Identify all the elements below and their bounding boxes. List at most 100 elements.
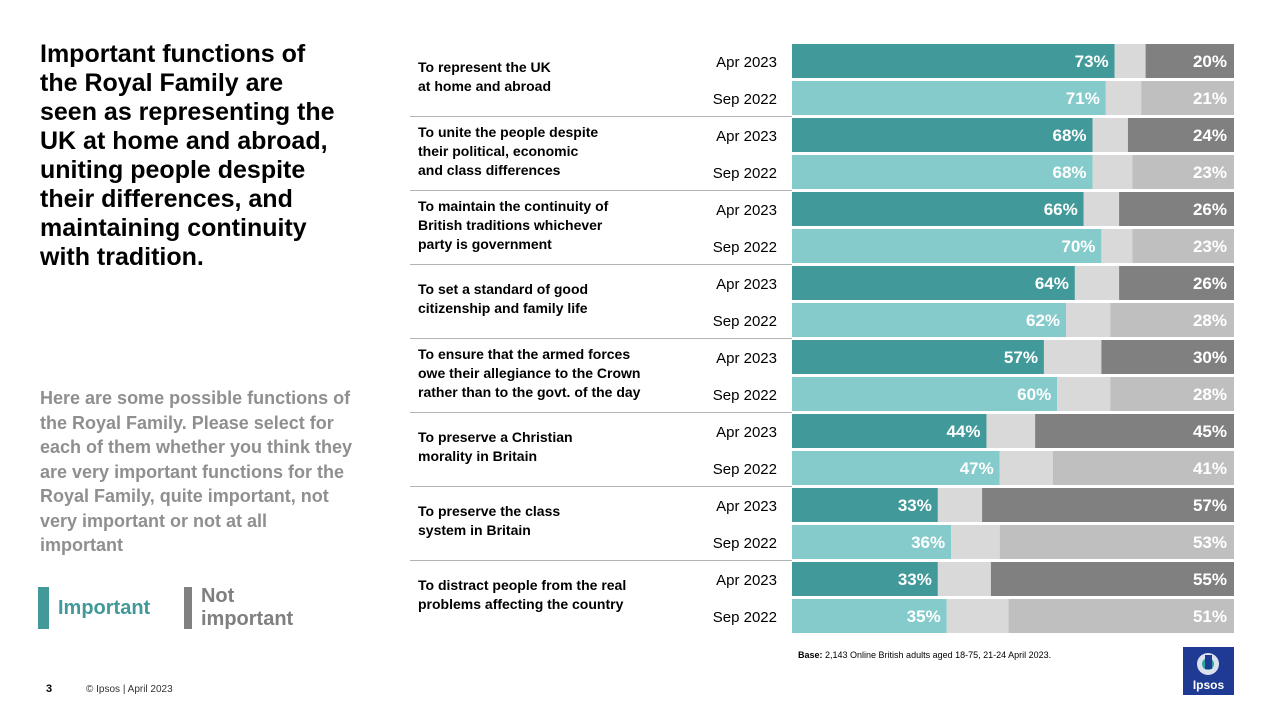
- bar-not-important: [1008, 599, 1234, 633]
- category-label: To preserve a Christian morality in Brit…: [418, 429, 573, 464]
- wave-label: Sep 2022: [713, 313, 777, 330]
- bar-middle: [937, 562, 991, 596]
- value-label-not-important: 20%: [1193, 52, 1227, 71]
- wave-label: Apr 2023: [716, 350, 777, 367]
- bar-not-important: [1132, 155, 1234, 189]
- value-label-important: 70%: [1061, 237, 1095, 256]
- bar-not-important: [1119, 192, 1234, 226]
- category-label: To maintain the continuity of British tr…: [418, 197, 609, 252]
- bar-middle: [999, 451, 1053, 485]
- base-text: 2,143 Online British adults aged 18-75, …: [822, 650, 1052, 660]
- bar-not-important: [1119, 266, 1234, 300]
- bar-middle: [1105, 81, 1142, 115]
- bar-important: [792, 192, 1084, 226]
- value-label-important: 73%: [1075, 52, 1109, 71]
- bar-not-important: [1141, 81, 1234, 115]
- value-label-important: 33%: [898, 496, 932, 515]
- bar-middle: [1083, 192, 1120, 226]
- bar-important: [792, 44, 1115, 78]
- copyright: © Ipsos | April 2023: [86, 684, 173, 695]
- bar-important: [792, 451, 1000, 485]
- wave-label: Sep 2022: [713, 165, 777, 182]
- wave-label: Sep 2022: [713, 609, 777, 626]
- wave-label: Sep 2022: [713, 461, 777, 478]
- bar-important: [792, 488, 938, 522]
- bar-middle: [946, 599, 1009, 633]
- bar-middle: [1057, 377, 1111, 411]
- bar-important: [792, 303, 1067, 337]
- bar-important: [792, 340, 1044, 374]
- value-label-important: 71%: [1066, 89, 1100, 108]
- wave-label: Apr 2023: [716, 276, 777, 293]
- value-label-not-important: 41%: [1193, 459, 1227, 478]
- legend-label-important: Important: [58, 596, 151, 619]
- base-label: Base:: [798, 650, 823, 660]
- legend-label-not-important: Not important: [200, 585, 294, 630]
- value-label-important: 44%: [946, 422, 980, 441]
- bar-not-important: [1052, 451, 1234, 485]
- ipsos-logo: Ipsos: [1183, 647, 1234, 695]
- bar-important: [792, 562, 938, 596]
- bar-important: [792, 266, 1075, 300]
- wave-label: Sep 2022: [713, 239, 777, 256]
- legend-swatch-important: [38, 587, 49, 629]
- bar-middle: [1074, 266, 1120, 300]
- value-label-important: 60%: [1017, 385, 1051, 404]
- bar-important: [792, 377, 1058, 411]
- value-label-important: 68%: [1053, 126, 1087, 145]
- bar-middle: [951, 525, 1000, 559]
- wave-label: Apr 2023: [716, 128, 777, 145]
- logo-mark-icon: [1197, 653, 1219, 675]
- value-label-not-important: 53%: [1193, 533, 1227, 552]
- bar-important: [792, 414, 987, 448]
- bar-middle: [1101, 229, 1133, 263]
- value-label-not-important: 51%: [1193, 607, 1227, 626]
- category-label: To set a standard of good citizenship an…: [418, 281, 589, 316]
- value-label-not-important: 23%: [1193, 237, 1227, 256]
- survey-question: Here are some possible functions of the …: [40, 388, 353, 555]
- value-label-not-important: 26%: [1193, 274, 1227, 293]
- wave-label: Apr 2023: [716, 202, 777, 219]
- wave-label: Apr 2023: [716, 424, 777, 441]
- value-label-not-important: 57%: [1193, 496, 1227, 515]
- legend-swatch-not-important: [184, 587, 192, 629]
- bar-important: [792, 229, 1102, 263]
- category-label: To distract people from the real problem…: [418, 577, 627, 612]
- bar-important: [792, 525, 952, 559]
- value-label-not-important: 28%: [1193, 385, 1227, 404]
- bar-middle: [1092, 118, 1128, 152]
- slide-title: Important functions of the Royal Family …: [40, 40, 335, 271]
- wave-label: Apr 2023: [716, 54, 777, 71]
- value-label-important: 62%: [1026, 311, 1060, 330]
- bar-important: [792, 155, 1093, 189]
- bar-not-important: [1127, 118, 1234, 152]
- value-label-important: 57%: [1004, 348, 1038, 367]
- bar-not-important: [990, 562, 1234, 596]
- value-label-not-important: 21%: [1193, 89, 1227, 108]
- value-label-not-important: 26%: [1193, 200, 1227, 219]
- bar-middle: [986, 414, 1036, 448]
- bar-important: [792, 118, 1093, 152]
- bar-not-important: [1145, 44, 1234, 78]
- wave-label: Sep 2022: [713, 91, 777, 108]
- bar-middle: [1066, 303, 1111, 337]
- value-label-important: 33%: [898, 570, 932, 589]
- value-label-not-important: 45%: [1193, 422, 1227, 441]
- category-label: To preserve the class system in Britain: [418, 503, 561, 538]
- legend-item-not-important: Not important: [184, 585, 296, 630]
- bar-not-important: [999, 525, 1234, 559]
- wave-label: Apr 2023: [716, 498, 777, 515]
- value-label-important: 47%: [960, 459, 994, 478]
- bar-not-important: [1101, 340, 1234, 374]
- value-label-not-important: 28%: [1193, 311, 1227, 330]
- value-label-important: 68%: [1053, 163, 1087, 182]
- bar-middle: [937, 488, 983, 522]
- bar-important: [792, 81, 1106, 115]
- value-label-not-important: 24%: [1193, 126, 1227, 145]
- category-label: To ensure that the armed forces owe thei…: [418, 345, 641, 400]
- wave-label: Apr 2023: [716, 572, 777, 589]
- value-label-important: 66%: [1044, 200, 1078, 219]
- value-label-important: 36%: [911, 533, 945, 552]
- logo-text: Ipsos: [1192, 678, 1225, 692]
